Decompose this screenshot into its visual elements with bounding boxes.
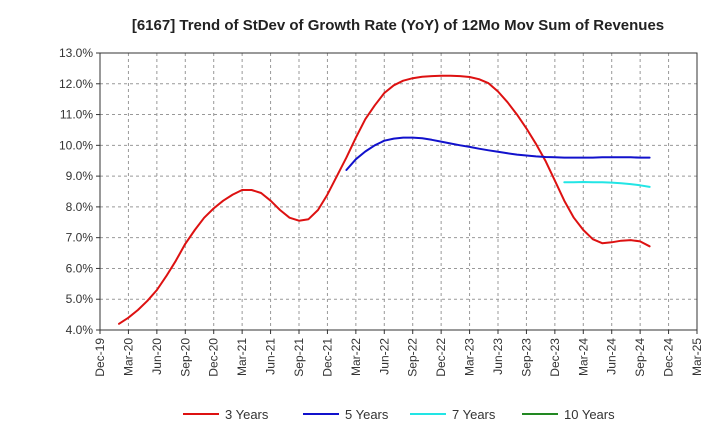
series-layer <box>118 74 651 325</box>
x-tick-label: Dec-19 <box>93 338 107 377</box>
y-tick-label: 7.0% <box>66 231 94 245</box>
series-line-5-years <box>345 136 651 171</box>
grid-layer <box>100 53 697 330</box>
y-tick-label: 9.0% <box>66 169 94 183</box>
x-tick-label: Dec-23 <box>548 338 562 377</box>
y-tick-label: 13.0% <box>59 46 93 60</box>
series-line-7-years <box>563 181 651 188</box>
y-tick-label: 4.0% <box>66 323 94 337</box>
y-tick-label: 5.0% <box>66 292 94 306</box>
legend-5-years-label: 5 Years <box>345 407 389 422</box>
x-tick-label: Mar-24 <box>576 338 590 376</box>
x-tick-label: Jun-22 <box>377 338 391 375</box>
y-tick-label: 10.0% <box>59 138 93 152</box>
x-tick-label: Sep-20 <box>178 338 192 377</box>
x-tick-label: Dec-22 <box>434 338 448 377</box>
x-tick-label: Mar-23 <box>463 338 477 376</box>
x-tick-label: Sep-22 <box>406 338 420 377</box>
legend-10-years-label: 10 Years <box>564 407 615 422</box>
y-tick-label: 12.0% <box>59 77 93 91</box>
legend-7-years-label: 7 Years <box>452 407 496 422</box>
y-tick-label: 8.0% <box>66 200 94 214</box>
x-tick-label: Dec-24 <box>662 338 676 377</box>
x-tick-label: Mar-21 <box>235 338 249 376</box>
x-tick-label: Dec-20 <box>207 338 221 377</box>
x-tick-label: Jun-20 <box>150 338 164 375</box>
legend: 3 Years 5 Years 7 Years 10 Years <box>183 407 615 422</box>
x-tick-label: Mar-20 <box>121 338 135 376</box>
y-axis: 4.0% 5.0% 6.0% 7.0% 8.0% 9.0% 10.0% 11.0% 12.0% 1… <box>59 46 100 337</box>
x-tick-label: Dec-21 <box>320 338 334 377</box>
x-tick-label: Mar-22 <box>349 338 363 376</box>
y-tick-label: 11.0% <box>60 108 93 122</box>
x-axis: Dec-19 Mar-20 Jun-20 Sep-20 Dec-20 Mar-21 Jun-… <box>93 330 704 377</box>
x-tick-label: Jun-23 <box>491 338 505 375</box>
plot-frame <box>99 52 698 331</box>
y-tick-label: 6.0% <box>66 261 94 275</box>
x-tick-label: Jun-24 <box>605 338 619 375</box>
legend-3-years-label: 3 Years <box>225 407 269 422</box>
series-line-3-years <box>118 74 651 325</box>
legend-5-years: 5 Years <box>303 407 389 422</box>
chart-title: [6167] Trend of StDev of Growth Rate (Yo… <box>132 17 664 34</box>
legend-3-years: 3 Years <box>183 407 269 422</box>
legend-7-years: 7 Years <box>410 407 496 422</box>
x-tick-label: Sep-21 <box>292 338 306 377</box>
x-tick-label: Mar-25 <box>690 338 704 376</box>
legend-10-years: 10 Years <box>522 407 615 422</box>
x-tick-label: Sep-24 <box>633 338 647 377</box>
x-tick-label: Jun-21 <box>264 338 278 375</box>
x-tick-label: Sep-23 <box>519 338 533 377</box>
